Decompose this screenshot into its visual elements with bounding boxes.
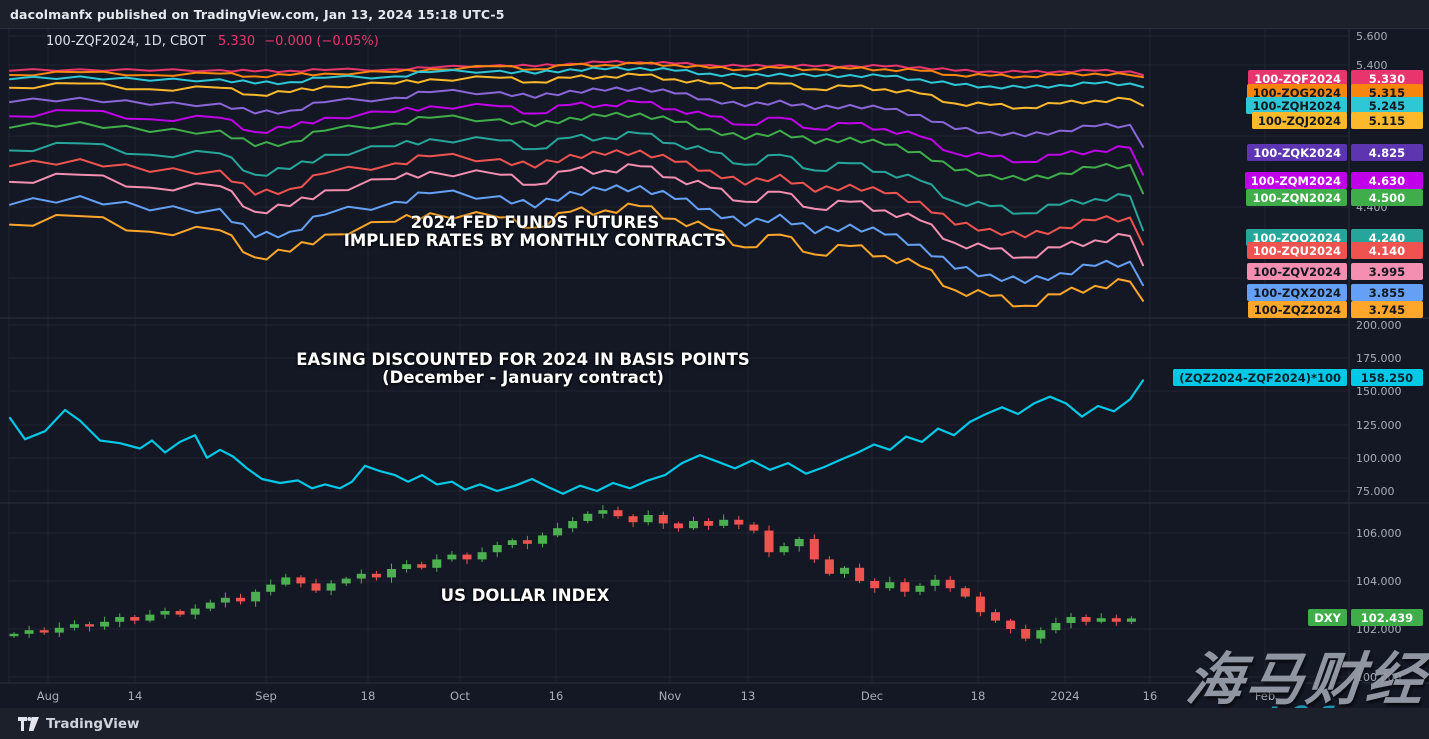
price-label-100-zqx2024-value-label: 3.855	[1351, 284, 1423, 301]
price-scale-tick[interactable]: 106.000	[1356, 527, 1402, 540]
price-label-100-zqh2024-value-label: 5.245	[1351, 97, 1423, 114]
price-label-100-zqf2024-symbol-label: 100-ZQF2024	[1248, 70, 1347, 87]
price-label-100-zqn2024-value-label: 4.500	[1351, 189, 1423, 206]
last-price: 5.330	[217, 34, 256, 49]
annotation-easing: EASING DISCOUNTED FOR 2024 IN BASIS POIN…	[295, 351, 751, 386]
price-label-100-zqm2024-value-label: 4.630	[1351, 172, 1423, 189]
price-label-100-zqu2024-symbol-label: 100-ZQU2024	[1246, 242, 1347, 259]
time-scale-tick[interactable]: Feb	[1254, 689, 1276, 703]
price-scale-tick[interactable]: 150.000	[1356, 385, 1402, 398]
publish-bar: dacolmanfx published on TradingView.com,…	[0, 0, 1429, 28]
price-scale-tick[interactable]: 104.000	[1356, 575, 1402, 588]
price-scale-tick[interactable]: 200.000	[1356, 319, 1402, 332]
price-scale-tick[interactable]: 75.000	[1356, 485, 1395, 498]
easing-indicator-symbol-label: (ZQZ2024-ZQF2024)*100	[1173, 369, 1347, 386]
symbol-title: 100-ZQF2024, 1D, CBOT	[46, 34, 206, 49]
price-label-100-zqu2024-value-label: 4.140	[1351, 242, 1423, 259]
price-label-100-zqj2024-value-label: 5.115	[1351, 112, 1423, 129]
time-scale-tick[interactable]: 18	[970, 689, 986, 703]
annotation-easing-line1: EASING DISCOUNTED FOR 2024 IN BASIS POIN…	[296, 350, 750, 369]
time-scale-tick[interactable]: 14	[127, 689, 143, 703]
tradingview-brand-text[interactable]: TradingView	[46, 715, 140, 732]
chart-area[interactable]: 100-ZQF2024, 1D, CBOT 5.330 −0.000 (−0.05%…	[0, 28, 1429, 708]
price-label-100-zqk2024-value-label: 4.825	[1351, 144, 1423, 161]
time-scale-tick[interactable]: 13	[740, 689, 756, 703]
price-scale-tick[interactable]: 102.000	[1356, 623, 1402, 636]
tradingview-logo-icon[interactable]	[18, 716, 39, 731]
price-label-100-zqv2024-symbol-label: 100-ZQV2024	[1247, 263, 1347, 280]
time-scale-tick[interactable]: Nov	[658, 689, 682, 703]
price-label-100-zqv2024-value-label: 3.995	[1351, 263, 1423, 280]
price-label-100-zqq2024-value-label: 4.240	[1351, 229, 1423, 246]
price-scale-tick[interactable]: 5.600	[1356, 30, 1388, 43]
price-change: −0.000 (−0.05%)	[264, 34, 379, 49]
price-scale-tick[interactable]: 125.000	[1356, 419, 1402, 432]
price-label-100-zqj2024-symbol-label: 100-ZQJ2024	[1251, 112, 1347, 129]
price-label-100-zqz2024-symbol-label: 100-ZQZ2024	[1247, 301, 1347, 318]
price-label-100-zqh2024-symbol-label: 100-ZQH2024	[1246, 97, 1347, 114]
price-label-100-zqg2024-value-label: 5.315	[1351, 84, 1423, 101]
price-label-100-zqx2024-symbol-label: 100-ZQX2024	[1247, 284, 1347, 301]
price-label-100-zqk2024-symbol-label: 100-ZQK2024	[1247, 144, 1347, 161]
price-label-100-zqz2024-value-label: 3.745	[1351, 301, 1423, 318]
price-scale-tick[interactable]: 100.000	[1356, 671, 1402, 684]
annotation-fed-funds-line2: IMPLIED RATES BY MONTHLY CONTRACTS	[343, 230, 727, 250]
footer-bar: TradingView	[0, 708, 1429, 739]
time-scale-tick[interactable]: 16	[1142, 689, 1158, 703]
time-scale-tick[interactable]: Oct	[450, 689, 470, 703]
annotation-easing-line2: (December - January contract)	[382, 367, 664, 387]
price-scale-tick[interactable]: 100.000	[1356, 452, 1402, 465]
annotation-fed-funds: 2024 FED FUNDS FUTURES IMPLIED RATES BY …	[330, 214, 740, 249]
price-label-100-zqn2024-symbol-label: 100-ZQN2024	[1246, 189, 1347, 206]
price-label-100-zqf2024-value-label: 5.330	[1351, 70, 1423, 87]
time-scale-tick[interactable]: 18	[360, 689, 376, 703]
price-scale-tick[interactable]: 175.000	[1356, 352, 1402, 365]
price-label-100-zqq2024-symbol-label: 100-ZQQ2024	[1246, 229, 1347, 246]
symbol-legend[interactable]: 100-ZQF2024, 1D, CBOT 5.330 −0.000 (−0.05%…	[46, 34, 379, 49]
dxy-indicator-value-label: 102.439	[1351, 609, 1423, 626]
annotation-fed-funds-line1: 2024 FED FUNDS FUTURES	[410, 213, 660, 232]
time-scale-tick[interactable]: Sep	[255, 689, 277, 703]
easing-indicator-value-label: 158.250	[1351, 369, 1423, 386]
price-label-100-zqg2024-symbol-label: 100-ZQG2024	[1246, 84, 1347, 101]
annotation-dxy-line1: US DOLLAR INDEX	[440, 586, 610, 605]
dxy-indicator-symbol-label: DXY	[1308, 609, 1347, 626]
price-scale-tick[interactable]: 5.400	[1356, 59, 1388, 72]
price-label-100-zqm2024-symbol-label: 100-ZQM2024	[1244, 172, 1347, 189]
chart-canvas[interactable]	[0, 28, 1429, 708]
time-scale-tick[interactable]: 16	[548, 689, 564, 703]
publish-text: dacolmanfx published on TradingView.com,…	[10, 6, 505, 22]
annotation-dxy: US DOLLAR INDEX	[370, 587, 680, 605]
time-scale-tick[interactable]: Aug	[36, 689, 60, 703]
time-scale-tick[interactable]: Dec	[860, 689, 884, 703]
time-scale-tick[interactable]: 2024	[1050, 689, 1080, 703]
